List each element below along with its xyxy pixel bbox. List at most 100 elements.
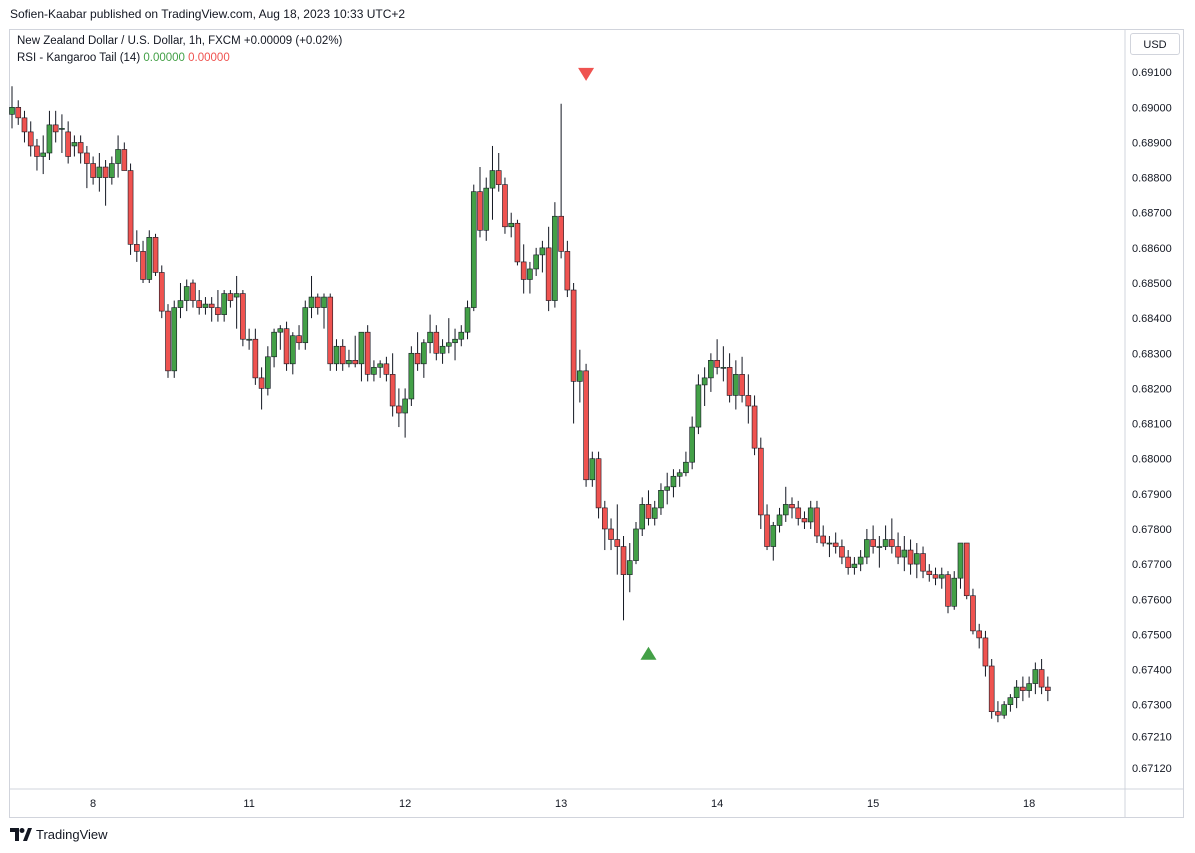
candle-body xyxy=(283,328,290,365)
candle xyxy=(339,339,346,371)
candle xyxy=(764,504,770,551)
candle-body xyxy=(9,107,15,115)
price-tick-label: 0.69100 xyxy=(1132,67,1172,79)
candle xyxy=(708,353,714,392)
candle xyxy=(252,328,259,385)
candle xyxy=(1007,694,1014,712)
candle xyxy=(314,293,321,315)
legend-indicator-name[interactable]: RSI - Kangaroo Tail (14) xyxy=(17,52,141,64)
candle xyxy=(701,367,708,406)
candle xyxy=(427,314,433,354)
candle xyxy=(570,283,577,424)
candle-body xyxy=(895,546,901,558)
candle xyxy=(408,346,415,406)
candle xyxy=(171,300,178,378)
candle-body xyxy=(564,251,571,291)
candle-body xyxy=(346,360,352,365)
candle xyxy=(140,240,146,283)
candle-body xyxy=(801,518,808,523)
candle xyxy=(121,142,128,171)
price-tick-label: 0.67800 xyxy=(1132,524,1172,536)
candle xyxy=(458,325,465,347)
price-tick-label: 0.68700 xyxy=(1132,208,1172,220)
candle-body xyxy=(414,352,421,365)
candle xyxy=(782,486,789,522)
candle-body xyxy=(1020,686,1026,691)
candle-body xyxy=(246,338,252,341)
candle xyxy=(134,230,140,262)
candle-body xyxy=(171,307,178,372)
candle-body xyxy=(502,184,508,228)
candle xyxy=(495,152,502,192)
candle-body xyxy=(882,539,889,547)
candle-body xyxy=(208,303,215,308)
legend-indicator-row: RSI - Kangaroo Tail (14) 0.00000 0.00000 xyxy=(17,52,230,64)
candle xyxy=(152,233,159,276)
candle-body xyxy=(483,187,490,231)
candle-body xyxy=(445,342,452,347)
candle xyxy=(926,564,933,582)
candle xyxy=(109,156,115,185)
candle xyxy=(951,571,958,610)
candle-body xyxy=(932,574,939,579)
price-tick-label: 0.68500 xyxy=(1132,278,1172,290)
price-tick-label: 0.67210 xyxy=(1132,731,1172,743)
candle-body xyxy=(408,352,415,400)
candle-body xyxy=(670,475,677,488)
candle-body xyxy=(577,370,583,382)
candle-body xyxy=(358,331,365,365)
candle xyxy=(807,500,814,529)
candle-body xyxy=(177,300,184,308)
candle-body xyxy=(59,128,65,130)
candle-body xyxy=(751,405,758,449)
candle-body xyxy=(71,142,78,147)
candle-body xyxy=(421,342,427,365)
candle xyxy=(745,374,752,424)
candle-body xyxy=(870,539,876,547)
candle-body xyxy=(165,310,171,372)
price-tick-label: 0.67600 xyxy=(1132,594,1172,606)
price-tick-label: 0.68800 xyxy=(1132,173,1172,185)
candle xyxy=(714,339,720,375)
candle-body xyxy=(377,363,383,368)
candle-body xyxy=(814,507,820,537)
candle-body xyxy=(826,542,833,545)
legend-symbol[interactable]: New Zealand Dollar / U.S. Dollar, 1h, FX… xyxy=(17,35,241,47)
tradingview-logo-icon xyxy=(10,828,32,841)
candle-body xyxy=(658,490,664,509)
candle xyxy=(870,525,876,554)
candle-body xyxy=(714,360,720,368)
candle-body xyxy=(527,268,533,280)
candle xyxy=(470,184,477,312)
price-tick-label: 0.67400 xyxy=(1132,665,1172,677)
candle xyxy=(59,114,65,153)
bullish-signal-triangle xyxy=(640,646,657,660)
candle-body xyxy=(190,282,196,301)
candle-body xyxy=(1001,704,1007,716)
candle xyxy=(102,160,109,206)
candle-body xyxy=(52,124,59,133)
candle xyxy=(65,121,71,164)
candle xyxy=(851,557,858,575)
candle xyxy=(9,86,15,129)
candle-body xyxy=(695,384,702,428)
candle xyxy=(27,121,34,157)
time-tick-label: 8 xyxy=(90,798,96,810)
candle xyxy=(502,177,508,234)
candle-body xyxy=(601,507,608,530)
candle xyxy=(358,331,365,382)
candle xyxy=(177,283,184,319)
candle xyxy=(801,511,808,529)
price-tick-label: 0.68100 xyxy=(1132,419,1172,431)
candle xyxy=(452,328,458,361)
chart-frame[interactable] xyxy=(9,29,1184,818)
candle-body xyxy=(34,145,40,157)
candle-body xyxy=(982,637,989,667)
legend-symbol-row: New Zealand Dollar / U.S. Dollar, 1h, FX… xyxy=(17,35,342,47)
candle xyxy=(901,536,908,572)
currency-badge[interactable]: USD xyxy=(1130,33,1180,55)
candle-body xyxy=(196,300,202,308)
candle xyxy=(215,290,221,322)
tradingview-brand[interactable]: TradingView xyxy=(10,827,108,842)
